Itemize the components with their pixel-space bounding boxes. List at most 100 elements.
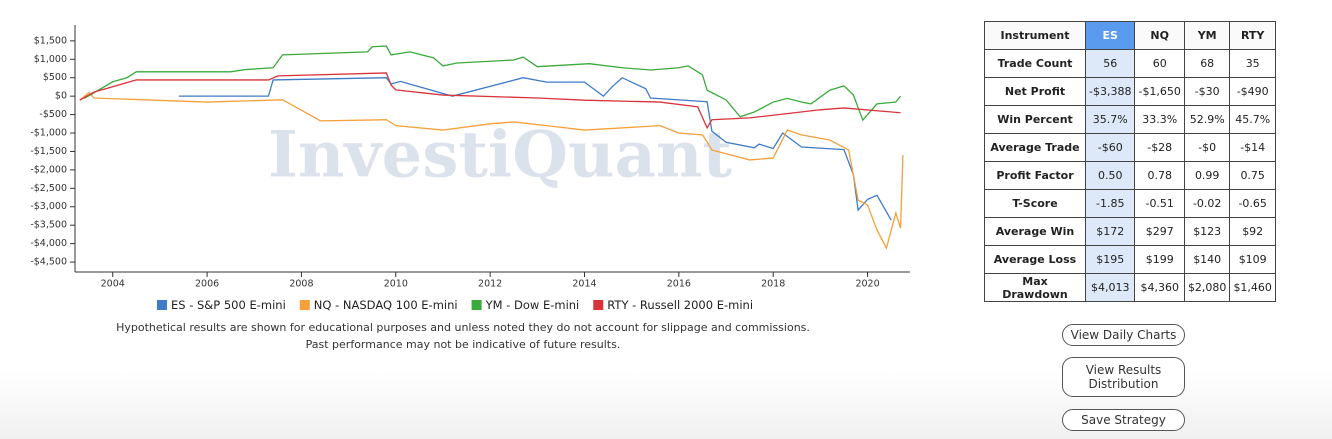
button[interactable]: Save Strategy	[1062, 409, 1185, 431]
table-cell: YM	[1183, 21, 1231, 50]
table-cell: Win Percent	[984, 105, 1086, 134]
x-tick-label: 2006	[195, 279, 219, 290]
table-cell: ES	[1084, 21, 1136, 50]
y-tick-label: -$4,000	[30, 238, 67, 249]
table-cell: -1.85	[1084, 189, 1136, 218]
table-row: Average Loss $195 $199 $140 $109	[984, 245, 1276, 274]
table-cell: 52.9%	[1183, 105, 1231, 134]
y-tick-label: -$500	[39, 109, 67, 120]
table-cell: -$28	[1134, 133, 1185, 162]
table-cell: -$14	[1229, 133, 1276, 162]
y-tick-label: $0	[55, 91, 67, 102]
table-row: Max Drawdown $4,013 $4,360 $2,080 $1,460	[984, 273, 1276, 302]
table-cell: RTY	[1229, 21, 1276, 50]
button[interactable]: View Results Distribution	[1062, 357, 1185, 397]
table-cell: Trade Count	[984, 49, 1086, 78]
table-cell: -$60	[1084, 133, 1136, 162]
table-cell: Net Profit	[984, 77, 1086, 106]
table-cell: -0.51	[1134, 189, 1185, 218]
table-cell: $2,080	[1183, 273, 1231, 302]
table-cell: NQ	[1134, 21, 1185, 50]
legend-label: YM - Dow E-mini	[485, 298, 580, 312]
series-line	[84, 45, 902, 122]
table-cell: 0.78	[1134, 161, 1185, 190]
table-row: Net Profit -$3,388 -$1,650 -$30 -$490	[984, 77, 1276, 106]
y-tick-label: -$1,000	[30, 128, 67, 139]
legend-label: NQ - NASDAQ 100 E-mini	[314, 298, 458, 312]
table-row: Profit Factor 0.50 0.78 0.99 0.75	[984, 161, 1276, 190]
table-cell: -$0	[1183, 133, 1231, 162]
table-row: T-Score -1.85 -0.51 -0.02 -0.65	[984, 189, 1276, 218]
legend-swatch	[156, 300, 167, 310]
series-line	[79, 91, 904, 250]
header-row: Instrument ES NQ YM RTY	[984, 21, 1276, 50]
y-tick-label: -$3,500	[30, 220, 67, 231]
table-cell: Average Trade	[984, 133, 1086, 162]
table-cell: -$490	[1229, 77, 1276, 106]
y-tick-label: -$4,500	[30, 257, 67, 268]
table-cell: 35.7%	[1084, 105, 1136, 134]
table-cell: 0.99	[1183, 161, 1231, 190]
table-row: Average Trade -$60 -$28 -$0 -$14	[984, 133, 1276, 162]
table-cell: $199	[1134, 245, 1185, 274]
table-cell: -0.65	[1229, 189, 1276, 218]
table-cell: 60	[1134, 49, 1185, 78]
table-cell: 68	[1183, 49, 1231, 78]
legend-swatch	[299, 300, 310, 310]
table-cell: 45.7%	[1229, 105, 1276, 134]
y-tick-label: $500	[43, 72, 67, 83]
table-cell: Max Drawdown	[984, 273, 1086, 302]
table-cell: -0.02	[1183, 189, 1231, 218]
y-tick-label: -$2,000	[30, 164, 67, 175]
table-cell: Average Win	[984, 217, 1086, 246]
table-cell: -$3,388	[1084, 77, 1136, 106]
table-cell: -$30	[1183, 77, 1231, 106]
table-cell: T-Score	[984, 189, 1086, 218]
x-tick-label: 2010	[384, 279, 408, 290]
table-row: Average Win $172 $297 $123 $92	[984, 217, 1276, 246]
y-tick-label: $1,000	[34, 54, 67, 65]
legend-swatch	[593, 300, 604, 310]
legend-label: ES - S&P 500 E-mini	[171, 298, 286, 312]
table-cell: 56	[1084, 49, 1136, 78]
table-cell: $195	[1084, 245, 1136, 274]
chart: InvestiQuant -$4,500 -$4,000 -$3,500 -$3,00…	[30, 25, 910, 312]
table-cell: 33.3%	[1134, 105, 1185, 134]
table-cell: Instrument	[984, 21, 1086, 50]
table-cell: $172	[1084, 217, 1136, 246]
table-cell: $1,460	[1229, 273, 1276, 302]
watermark: InvestiQuant	[268, 118, 733, 193]
table-cell: 0.75	[1229, 161, 1276, 190]
x-tick-label: 2008	[289, 279, 313, 290]
stats-table: Instrument ES NQ YM RTY Trade Count 56 60 68 35 Ne…	[984, 21, 1276, 302]
y-tick-label: -$2,500	[30, 183, 67, 194]
x-tick-label: 2016	[667, 279, 691, 290]
y-tick-label: -$1,500	[30, 146, 67, 157]
disclaimer: Past performance may not be indicative o…	[305, 338, 621, 351]
table-cell: Profit Factor	[984, 161, 1086, 190]
x-tick-label: 2018	[761, 279, 785, 290]
table-cell: $297	[1134, 217, 1185, 246]
x-tick-label: 2014	[572, 279, 596, 290]
table-cell: -$1,650	[1134, 77, 1185, 106]
button[interactable]: View Daily Charts	[1062, 324, 1185, 346]
table-cell: $123	[1183, 217, 1231, 246]
y-tick-label: -$3,000	[30, 201, 67, 212]
x-tick-label: 2020	[855, 279, 879, 290]
table-cell: Average Loss	[984, 245, 1086, 274]
disclaimer: Hypothetical results are shown for educa…	[116, 321, 810, 334]
table-row: Trade Count 56 60 68 35	[984, 49, 1276, 78]
legend-label: RTY - Russell 2000 E-mini	[607, 298, 753, 312]
series-line	[79, 72, 901, 130]
table-cell: $92	[1229, 217, 1276, 246]
y-tick-label: $1,500	[34, 35, 67, 46]
table-cell: $140	[1183, 245, 1231, 274]
table-row: Win Percent 35.7% 33.3% 52.9% 45.7%	[984, 105, 1276, 134]
table-cell: 35	[1229, 49, 1276, 78]
legend-swatch	[471, 300, 482, 310]
table-cell: $109	[1229, 245, 1276, 274]
table-cell: 0.50	[1084, 161, 1136, 190]
x-tick-label: 2004	[101, 279, 125, 290]
table-cell: $4,013	[1084, 273, 1136, 302]
